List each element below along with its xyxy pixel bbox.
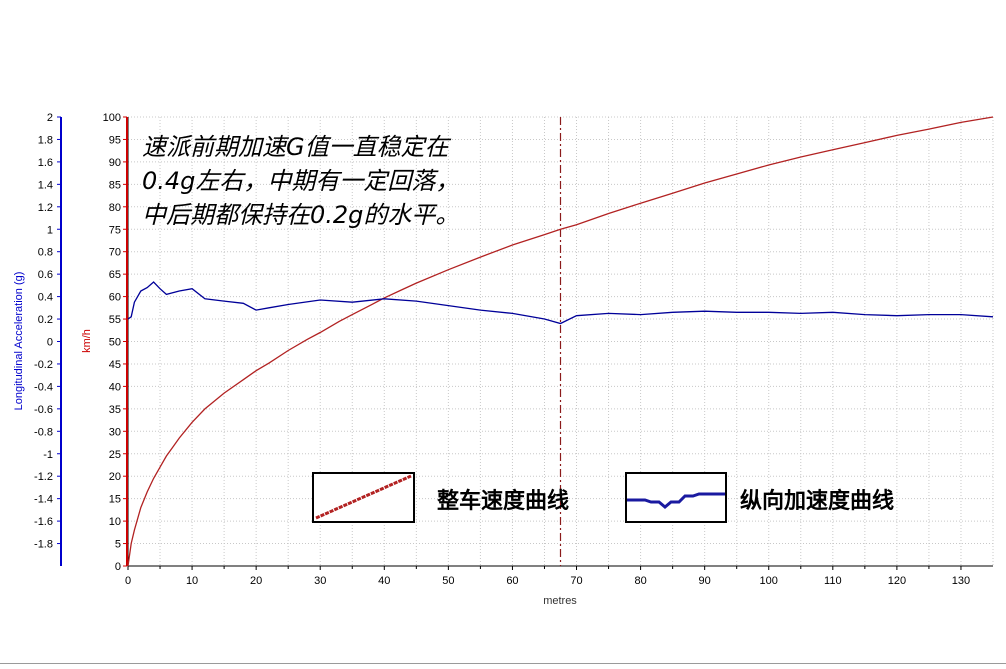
left-axis-tick-label: -1.4 (34, 494, 53, 506)
left-axis-label: Longitudinal Acceleration (g) (13, 272, 25, 411)
right-axis-tick-label: 35 (109, 404, 121, 416)
left-axis-tick-label: 0 (47, 337, 53, 349)
left-axis-tick-label: -0.4 (34, 381, 53, 393)
x-axis-tick-label: 40 (378, 575, 390, 587)
legend-accel-label: 纵向加速度曲线 (740, 489, 895, 514)
right-axis-label: km/h (81, 329, 93, 353)
right-axis-tick-label: 40 (109, 381, 121, 393)
right-axis-tick-label: 30 (109, 426, 121, 438)
left-axis-tick-label: -0.6 (34, 404, 53, 416)
x-axis-tick-label: 30 (314, 575, 326, 587)
speed-curve (127, 116, 994, 567)
x-axis-tick-label: 20 (250, 575, 262, 587)
x-axis-tick-label: 50 (442, 575, 454, 587)
legend-accel-swatch (625, 472, 727, 523)
x-axis-tick-label: 110 (824, 575, 842, 587)
right-axis-tick-label: 15 (109, 494, 121, 506)
right-axis-tick-label: 25 (109, 449, 121, 461)
x-axis-tick-label: 130 (952, 575, 970, 587)
legend-speed-label: 整车速度曲线 (437, 489, 570, 514)
right-axis-tick-label: 65 (109, 269, 121, 281)
ticks: 2 1.8 1.6 1.4 1.2 1 0.8 0.6 0.4 0.2 0 -0.2 -0.4 -0.6 -… (34, 112, 970, 587)
right-axis-tick-label: 0 (115, 561, 121, 573)
right-axis-tick-label: 85 (109, 179, 121, 191)
right-axis-tick-label: 95 (109, 134, 121, 146)
right-axis-tick-label: 90 (109, 157, 121, 169)
page-bottom-rule (0, 663, 1006, 664)
left-axis-tick-label: 1.6 (38, 157, 53, 169)
right-axis-tick-label: 60 (109, 292, 121, 304)
right-axis-tick-label: 10 (109, 516, 121, 528)
x-axis-tick-label: 0 (125, 575, 131, 587)
annotation-line-3: 中后期都保持在0.2g的水平。 (142, 201, 460, 229)
acceleration-curve (127, 281, 994, 325)
left-axis-tick-label: 2 (47, 112, 53, 124)
right-axis-tick-label: 50 (109, 337, 121, 349)
left-axis-tick-label: -0.8 (34, 426, 53, 438)
left-axis-tick-label: -0.2 (34, 359, 53, 371)
legend-speed-swatch (312, 472, 415, 523)
left-axis-tick-label: -1.8 (34, 539, 53, 551)
right-axis-tick-label: 5 (115, 539, 121, 551)
annotation-line-1: 速派前期加速G值一直稳定在 (142, 133, 449, 161)
x-axis-tick-label: 120 (888, 575, 906, 587)
left-axis-tick-label: 1.8 (38, 134, 53, 146)
x-axis-tick-label: 10 (186, 575, 198, 587)
left-axis-tick-label: 1.4 (38, 179, 53, 191)
x-axis-label: metres (543, 595, 577, 607)
annotation-line-2: 0.4g左右，中期有一定回落， (142, 167, 460, 195)
right-axis-tick-label: 75 (109, 224, 121, 236)
x-axis-tick-label: 90 (699, 575, 711, 587)
left-axis-tick-label: 1 (47, 224, 53, 236)
right-axis-tick-label: 55 (109, 314, 121, 326)
right-axis-tick-label: 70 (109, 247, 121, 259)
x-axis-tick-label: 70 (570, 575, 582, 587)
x-axis-tick-label: 100 (760, 575, 778, 587)
right-axis-tick-label: 100 (103, 112, 121, 124)
right-axis-tick-label: 45 (109, 359, 121, 371)
left-axis-tick-label: -1 (43, 449, 53, 461)
left-axis-tick-label: 0.8 (38, 247, 53, 259)
x-axis-tick-label: 60 (506, 575, 518, 587)
left-axis-tick-label: -1.6 (34, 516, 53, 528)
right-axis-tick-label: 80 (109, 202, 121, 214)
left-axis-tick-label: 0.6 (38, 269, 53, 281)
left-axis-tick-label: 1.2 (38, 202, 53, 214)
left-axis-tick-label: 0.2 (38, 314, 53, 326)
annotation-text: 速派前期加速G值一直稳定在 0.4g左右，中期有一定回落， 中后期都保持在0.2… (142, 130, 459, 232)
left-axis-tick-label: 0.4 (38, 292, 53, 304)
right-axis-tick-label: 20 (109, 471, 121, 483)
series-group (127, 116, 994, 567)
left-axis-tick-label: -1.2 (34, 471, 53, 483)
x-axis-tick-label: 80 (634, 575, 646, 587)
